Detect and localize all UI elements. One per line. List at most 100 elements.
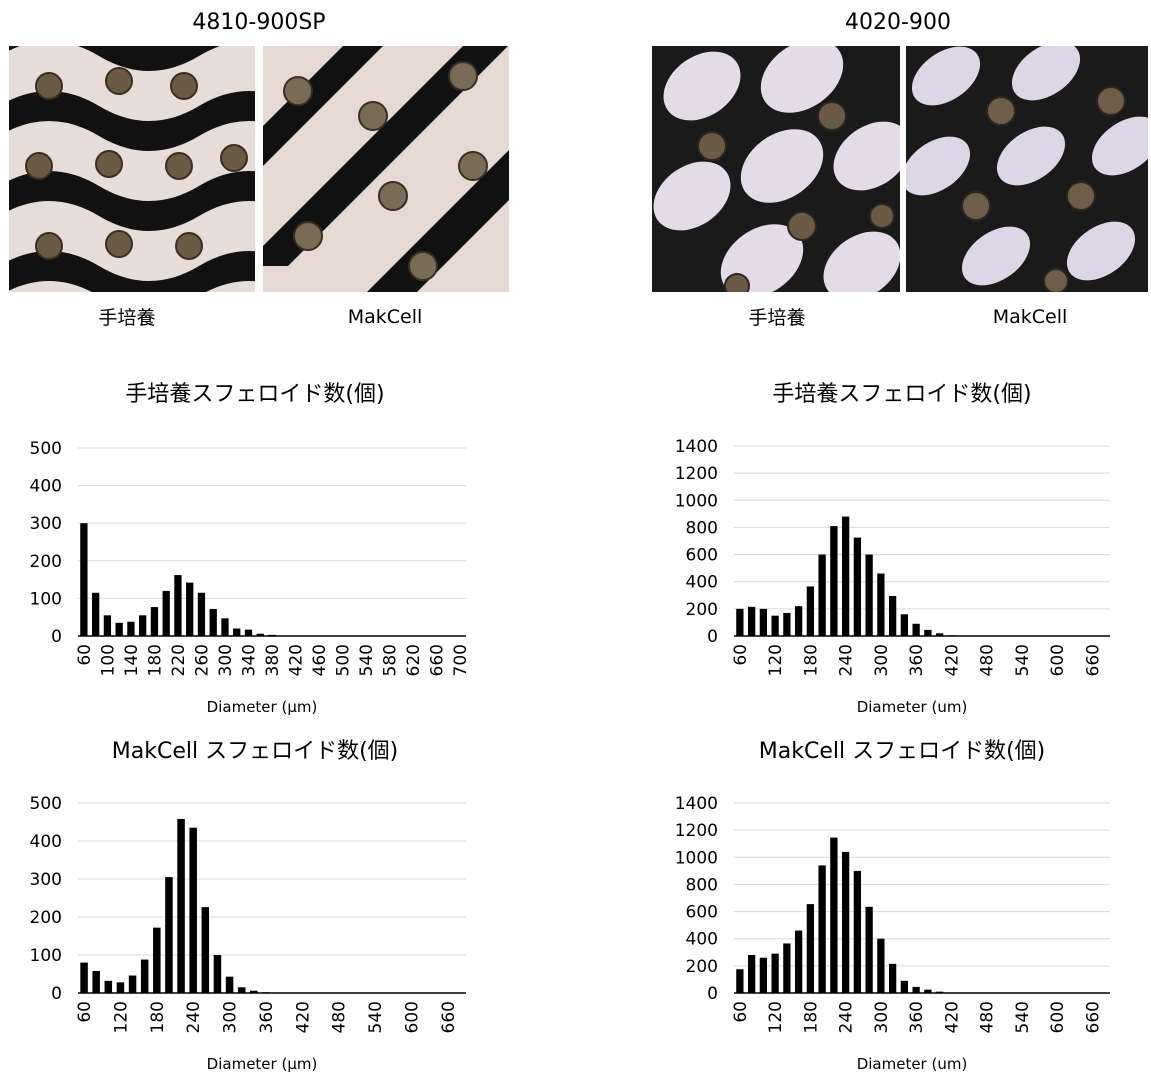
bar — [783, 612, 791, 636]
bar — [865, 554, 873, 636]
y-tick-label: 600 — [686, 546, 718, 566]
x-tick-label: 380 — [263, 644, 283, 676]
y-tick-label: 1400 — [675, 437, 718, 457]
bar — [177, 818, 185, 993]
bar — [888, 595, 897, 636]
bar — [900, 614, 909, 636]
x-tick-label: 420 — [942, 1001, 962, 1033]
x-tick-label: 60 — [75, 644, 95, 666]
bar — [736, 608, 744, 636]
bar — [818, 865, 826, 993]
bar — [201, 907, 210, 993]
bar — [935, 991, 944, 993]
x-tick-label: 100 — [98, 644, 118, 676]
bar — [103, 615, 112, 636]
bar — [794, 930, 803, 993]
x-tick-label: 700 — [451, 644, 471, 676]
x-axis-label: Diameter (um) — [857, 1055, 968, 1072]
bar — [244, 629, 253, 636]
chart-title-manual-4020: 手培養スフェロイド数(個) — [772, 382, 1032, 407]
photo-label-makcell-left: MakCell — [347, 306, 423, 328]
bar — [256, 633, 264, 636]
x-axis-label: Diameter (μm) — [207, 698, 318, 716]
bar — [189, 827, 197, 993]
y-tick-label: 200 — [686, 957, 718, 977]
x-tick-label: 660 — [439, 1001, 459, 1033]
bar — [91, 592, 100, 636]
bar — [92, 970, 100, 993]
y-tick-label: 1000 — [675, 491, 718, 511]
bar — [80, 962, 88, 993]
y-tick-label: 400 — [686, 930, 718, 950]
bar — [877, 938, 885, 993]
bar — [80, 523, 88, 636]
x-tick-label: 540 — [357, 644, 377, 676]
bar — [924, 629, 932, 636]
bar — [806, 586, 815, 636]
y-tick-label: 800 — [686, 518, 718, 538]
bar — [794, 606, 803, 636]
x-tick-label: 500 — [334, 644, 354, 676]
x-tick-label: 600 — [402, 1001, 422, 1033]
x-tick-label: 120 — [766, 1001, 786, 1033]
photo-makcell-4810 — [263, 46, 509, 292]
y-tick-label: 600 — [686, 903, 718, 923]
x-tick-label: 360 — [907, 1001, 927, 1033]
bar — [841, 516, 850, 636]
bar — [150, 607, 159, 636]
x-tick-label: 180 — [145, 644, 165, 676]
bar — [747, 606, 756, 636]
bar — [818, 554, 826, 636]
chart-title-makcell-4020: MakCell スフェロイド数(個) — [758, 739, 1046, 764]
panel-title-right: 4020-900 — [845, 10, 951, 35]
bar — [165, 877, 173, 993]
bar — [268, 634, 276, 636]
x-tick-label: 600 — [1048, 644, 1068, 676]
x-tick-label: 260 — [192, 644, 212, 676]
x-tick-label: 360 — [257, 1001, 277, 1033]
y-tick-label: 0 — [707, 627, 718, 647]
bar — [830, 526, 838, 636]
x-tick-label: 360 — [907, 644, 927, 676]
x-tick-label: 540 — [366, 1001, 386, 1033]
bar — [830, 837, 838, 993]
photo-label-manual-left: 手培養 — [98, 307, 156, 329]
y-tick-label: 100 — [30, 589, 62, 609]
x-tick-label: 540 — [1013, 1001, 1033, 1033]
x-tick-label: 220 — [169, 644, 189, 676]
photo-makcell-4020 — [906, 46, 1148, 292]
bar — [225, 976, 234, 993]
y-tick-label: 400 — [30, 477, 62, 497]
bar — [759, 957, 768, 993]
bar — [841, 851, 850, 993]
bar — [127, 621, 135, 636]
x-tick-label: 460 — [310, 644, 330, 676]
bar — [947, 635, 956, 636]
bar — [736, 969, 744, 993]
y-tick-label: 1400 — [675, 794, 718, 814]
x-tick-label: 60 — [731, 1001, 751, 1023]
bar — [233, 628, 241, 636]
bar — [139, 615, 147, 636]
y-tick-label: 800 — [686, 875, 718, 895]
x-axis-label: Diameter (μm) — [207, 1055, 318, 1072]
y-tick-label: 200 — [30, 908, 62, 928]
bar — [162, 590, 170, 636]
chart-title-makcell-4810: MakCell スフェロイド数(個) — [111, 739, 399, 764]
x-tick-label: 300 — [216, 644, 236, 676]
bar — [853, 537, 862, 636]
bar — [912, 623, 920, 636]
bar — [900, 980, 909, 993]
x-tick-label: 240 — [837, 644, 857, 676]
bar — [153, 927, 161, 993]
x-tick-label: 140 — [122, 644, 142, 676]
bar — [128, 975, 137, 993]
bar — [853, 870, 862, 993]
x-tick-label: 420 — [287, 644, 307, 676]
x-tick-label: 420 — [942, 644, 962, 676]
bar — [197, 592, 206, 636]
x-axis-label: Diameter (um) — [857, 698, 968, 716]
bar — [924, 989, 932, 993]
y-tick-label: 0 — [51, 627, 62, 647]
x-tick-label: 300 — [221, 1001, 241, 1033]
